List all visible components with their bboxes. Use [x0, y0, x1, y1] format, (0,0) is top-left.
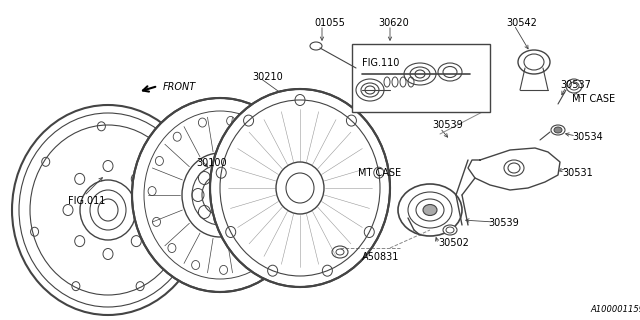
Text: MT CASE: MT CASE: [572, 94, 615, 104]
Ellipse shape: [132, 98, 308, 292]
Ellipse shape: [423, 204, 437, 215]
Text: 30210: 30210: [252, 72, 283, 82]
Ellipse shape: [554, 127, 562, 133]
Text: 30534: 30534: [572, 132, 603, 142]
Text: 30539: 30539: [432, 120, 463, 130]
Ellipse shape: [504, 160, 524, 176]
Ellipse shape: [443, 225, 457, 235]
Text: 30620: 30620: [378, 18, 409, 28]
Text: FRONT: FRONT: [163, 82, 196, 92]
Bar: [352, 44, 490, 112]
Text: MT CASE: MT CASE: [358, 168, 401, 178]
Ellipse shape: [210, 89, 390, 287]
Text: 30542: 30542: [506, 18, 537, 28]
Text: 30502: 30502: [438, 238, 469, 248]
Text: 30100: 30100: [196, 158, 227, 168]
Text: A50831: A50831: [362, 252, 399, 262]
Ellipse shape: [566, 79, 582, 93]
Polygon shape: [468, 148, 560, 190]
Text: A100001159: A100001159: [590, 305, 640, 314]
Text: 30539: 30539: [488, 218, 519, 228]
Text: 30531: 30531: [562, 168, 593, 178]
Text: FIG.011: FIG.011: [68, 196, 106, 206]
Text: 30537: 30537: [560, 80, 591, 90]
Text: FIG.110: FIG.110: [362, 58, 399, 68]
Text: 01055: 01055: [314, 18, 345, 28]
